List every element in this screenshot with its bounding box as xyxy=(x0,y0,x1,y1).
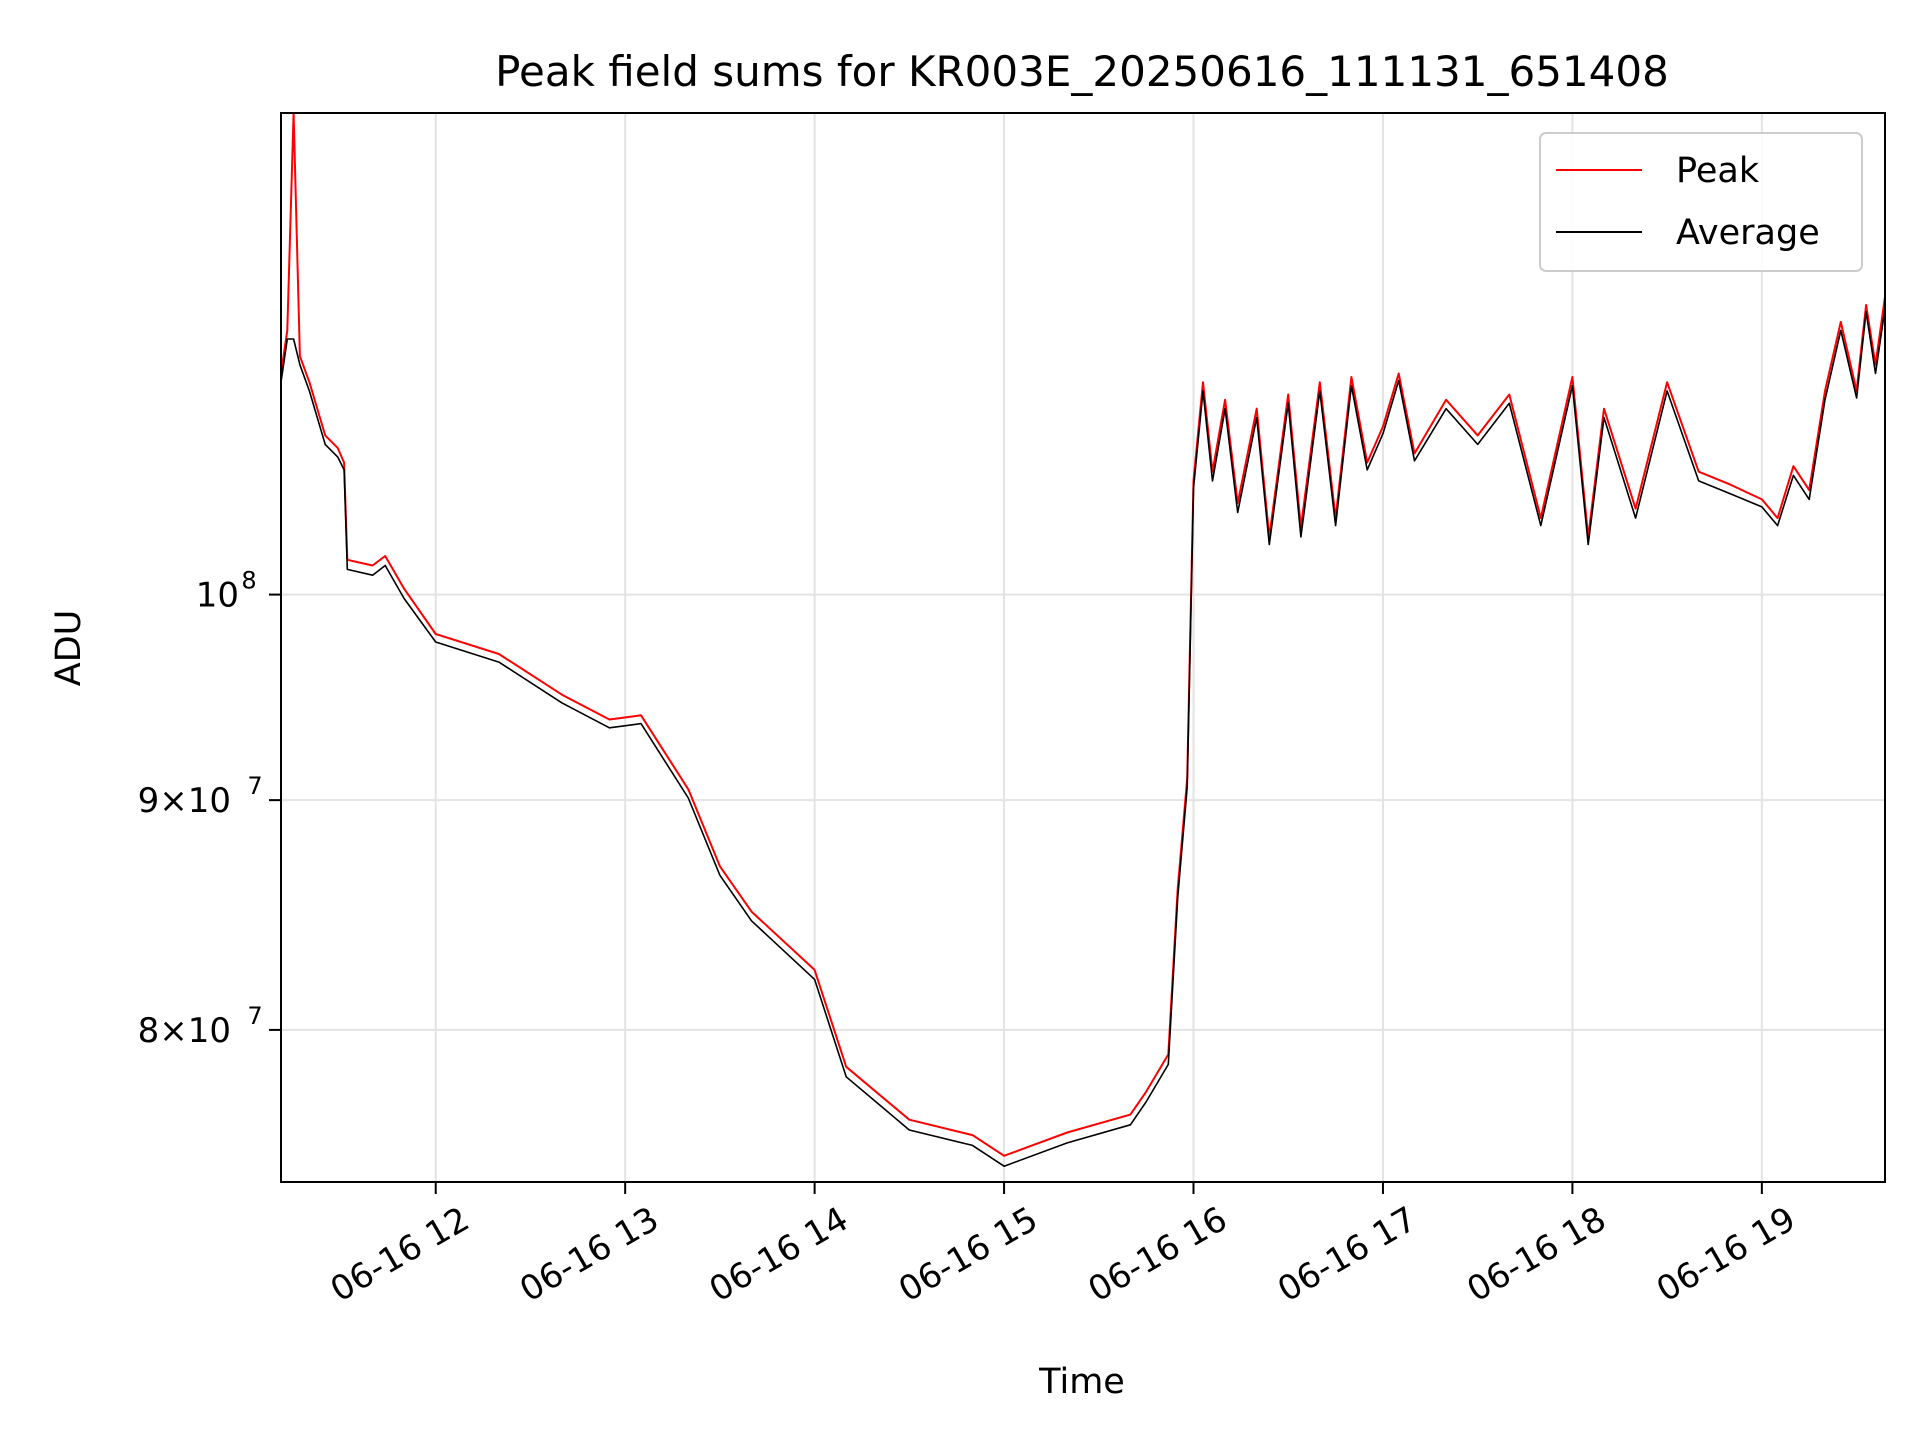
x-axis-label: Time xyxy=(1038,1362,1125,1402)
y-tick-exponent: 7 xyxy=(247,772,262,800)
y-tick-times: ×10 xyxy=(159,781,231,821)
chart-title: Peak field sums for KR003E_20250616_1111… xyxy=(495,47,1669,96)
grid-lines xyxy=(281,113,1885,1182)
y-tick-times: ×10 xyxy=(159,1011,231,1051)
plot-frame xyxy=(280,112,1886,1183)
legend-item-average: Average xyxy=(1556,213,1820,253)
y-tick-exponent: 8 xyxy=(241,567,256,595)
y-tick-mantissa: 8×10 xyxy=(138,1011,231,1051)
y-tick-label: 9×10 7 xyxy=(138,772,263,821)
y-tick-label: 10 8 xyxy=(196,567,257,616)
y-tick-label: 8×10 7 xyxy=(138,1002,263,1051)
plot-area xyxy=(281,113,1885,1167)
legend: Peak Average xyxy=(1539,132,1863,272)
y-tick-mantissa-value: 8 xyxy=(138,1011,160,1051)
y-tick-mantissa: 9×10 xyxy=(138,781,231,821)
y-tick-exponent: 7 xyxy=(247,1002,262,1030)
legend-label: Average xyxy=(1676,213,1820,253)
y-axis-label: ADU xyxy=(49,610,89,687)
legend-item-peak: Peak xyxy=(1556,151,1760,191)
y-tick-base: 10 xyxy=(196,576,239,616)
legend-label: Peak xyxy=(1676,151,1760,191)
series-line-peak xyxy=(281,113,1885,1157)
series-line-average xyxy=(281,308,1885,1167)
y-tick-mantissa-value: 9 xyxy=(138,781,160,821)
legend-box xyxy=(1539,132,1863,272)
